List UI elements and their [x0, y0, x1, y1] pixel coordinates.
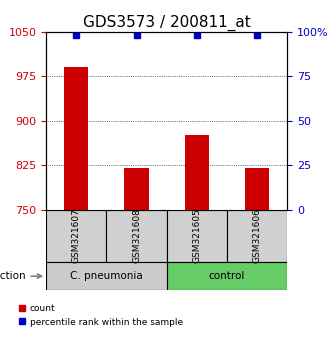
FancyBboxPatch shape: [46, 262, 167, 290]
FancyBboxPatch shape: [227, 210, 287, 262]
Bar: [64, 67, 88, 210]
FancyBboxPatch shape: [106, 210, 167, 262]
Bar: [185, 136, 209, 210]
Title: GDS3573 / 200811_at: GDS3573 / 200811_at: [83, 14, 250, 30]
FancyBboxPatch shape: [167, 262, 287, 290]
Text: GSM321608: GSM321608: [132, 209, 141, 263]
Text: GSM321606: GSM321606: [252, 209, 261, 263]
Bar: [124, 168, 148, 210]
Bar: [245, 168, 269, 210]
FancyBboxPatch shape: [46, 210, 106, 262]
Text: C. pneumonia: C. pneumonia: [70, 271, 143, 281]
Legend: count, percentile rank within the sample: count, percentile rank within the sample: [15, 301, 187, 330]
Text: GSM321607: GSM321607: [72, 209, 81, 263]
FancyBboxPatch shape: [167, 210, 227, 262]
Text: control: control: [209, 271, 245, 281]
Text: infection: infection: [0, 271, 42, 281]
Text: GSM321605: GSM321605: [192, 209, 201, 263]
